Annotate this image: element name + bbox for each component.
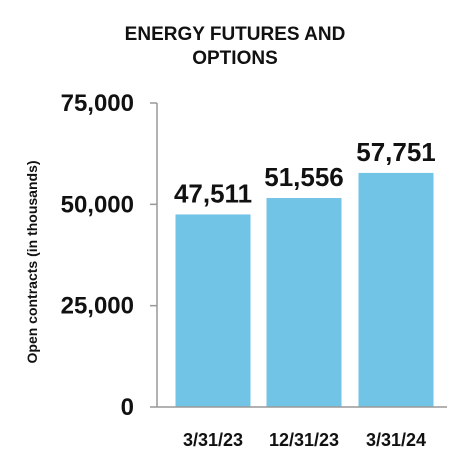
y-axis-label: Open contracts (in thousands) [24, 160, 40, 363]
data-label-3/31/23: 47,511 [174, 178, 252, 208]
bar-12/31/23 [266, 198, 342, 407]
chart-title-line-2: OPTIONS [192, 48, 278, 69]
bar-3/31/24 [358, 172, 434, 407]
y-tick-label: 25,000 [61, 293, 134, 320]
x-tick-label: 12/31/23 [269, 430, 339, 450]
x-tick-label: 3/31/24 [366, 430, 426, 450]
chart-title-line-1: ENERGY FUTURES AND [125, 24, 346, 45]
x-axis: 3/31/23 12/31/23 3/31/24 [157, 406, 447, 450]
x-tick-label: 3/31/23 [183, 430, 243, 450]
y-tick-label: 0 [121, 394, 134, 421]
data-label-3/31/24: 57,751 [356, 137, 436, 167]
data-label-12/31/23: 51,556 [264, 162, 344, 192]
y-tick-label: 50,000 [61, 191, 134, 218]
y-axis: 0 25,000 50,000 75,000 [61, 90, 158, 421]
data-labels: 47,511 51,556 57,751 [174, 137, 436, 209]
y-tick-label: 75,000 [61, 90, 134, 117]
bar-3/31/23 [175, 214, 251, 407]
bars [175, 172, 434, 407]
